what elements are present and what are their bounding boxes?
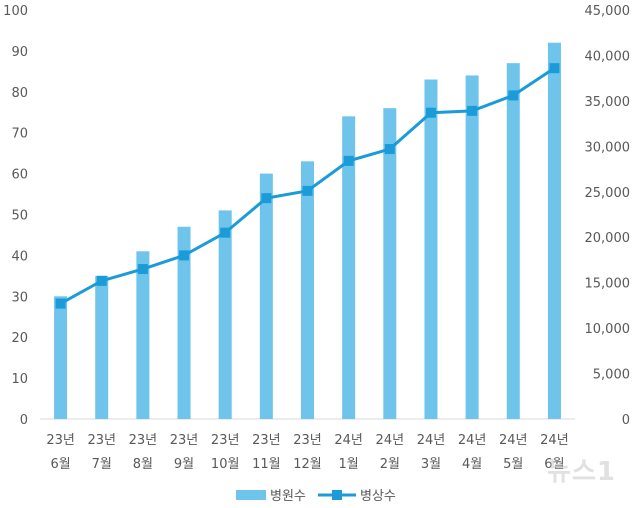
x-tick-label-month: 10월	[211, 457, 240, 472]
line-marker	[179, 250, 190, 261]
left-tick-label: 70	[11, 127, 28, 142]
x-tick-label-month: 9월	[174, 457, 194, 472]
x-tick-label-year: 23년	[293, 433, 322, 448]
bar	[136, 251, 150, 419]
line-marker	[220, 227, 231, 238]
x-tick-label-month: 3월	[421, 457, 441, 472]
left-tick-label: 80	[11, 86, 28, 101]
x-tick-label-month: 2월	[380, 457, 400, 472]
right-tick-label: 45,000	[585, 4, 631, 19]
x-tick-label-year: 24년	[499, 433, 528, 448]
right-tick-label: 10,000	[585, 322, 631, 337]
x-tick-label-year: 23년	[252, 433, 281, 448]
left-tick-label: 20	[11, 331, 28, 346]
bar	[54, 296, 68, 419]
x-tick-label-year: 23년	[87, 433, 116, 448]
bar	[259, 173, 273, 419]
legend-label-line: 병상수	[360, 489, 396, 504]
bar	[547, 42, 561, 419]
x-tick-label-year: 24년	[540, 433, 569, 448]
x-tick-label-year: 23년	[129, 433, 158, 448]
right-tick-label: 35,000	[585, 95, 631, 110]
line-marker	[302, 185, 313, 196]
line-marker	[96, 275, 107, 286]
line-marker	[425, 107, 436, 118]
x-tick-label-year: 24년	[417, 433, 446, 448]
line-marker	[261, 193, 272, 204]
left-tick-label: 30	[11, 290, 28, 305]
right-tick-label: 25,000	[585, 186, 631, 201]
line-marker	[55, 298, 66, 309]
x-tick-label-year: 23년	[46, 433, 75, 448]
x-tick-label-month: 11월	[252, 457, 281, 472]
bar	[506, 63, 520, 420]
x-tick-label-year: 24년	[458, 433, 487, 448]
right-tick-label: 20,000	[585, 231, 631, 246]
x-tick-label-month: 6월	[544, 457, 564, 472]
x-tick-label-month: 7월	[92, 457, 112, 472]
x-tick-label-year: 24년	[334, 433, 363, 448]
legend-label-bar: 병원수	[270, 489, 306, 504]
x-tick-label-month: 5월	[503, 457, 523, 472]
legend-swatch-bar	[236, 490, 266, 500]
left-tick-label: 50	[11, 209, 28, 224]
bar	[95, 275, 109, 419]
line-marker	[137, 264, 148, 275]
right-tick-label: 30,000	[585, 140, 631, 155]
bar	[301, 161, 314, 419]
bar	[342, 116, 356, 419]
left-tick-label: 40	[11, 249, 28, 264]
right-tick-label: 5,000	[593, 368, 630, 383]
right-tick-label: 0	[622, 413, 630, 428]
bar	[465, 75, 479, 419]
left-tick-label: 60	[11, 168, 28, 183]
x-tick-label-year: 23년	[170, 433, 199, 448]
line-marker	[549, 63, 560, 74]
bar	[177, 226, 191, 419]
right-tick-label: 40,000	[585, 49, 631, 64]
left-tick-label: 90	[11, 45, 28, 60]
x-tick-label-month: 12월	[293, 457, 322, 472]
left-tick-label: 10	[11, 372, 28, 387]
x-tick-label-month: 4월	[462, 457, 482, 472]
bar	[383, 108, 397, 419]
watermark-logo: 뉴스1	[547, 457, 616, 487]
bar	[424, 79, 438, 419]
line-marker	[467, 105, 478, 116]
x-tick-label-month: 8월	[133, 457, 153, 472]
x-tick-label-month: 6월	[50, 457, 70, 472]
left-tick-label: 100	[3, 4, 28, 19]
line-marker	[343, 155, 354, 166]
legend-swatch-marker	[332, 490, 342, 500]
bar	[218, 210, 232, 419]
line-marker	[508, 90, 519, 101]
left-tick-label: 0	[20, 413, 28, 428]
right-tick-label: 15,000	[585, 277, 631, 292]
x-tick-label-year: 23년	[211, 433, 240, 448]
x-tick-label-year: 24년	[376, 433, 405, 448]
x-tick-label-month: 1월	[339, 457, 359, 472]
line-marker	[384, 144, 395, 155]
